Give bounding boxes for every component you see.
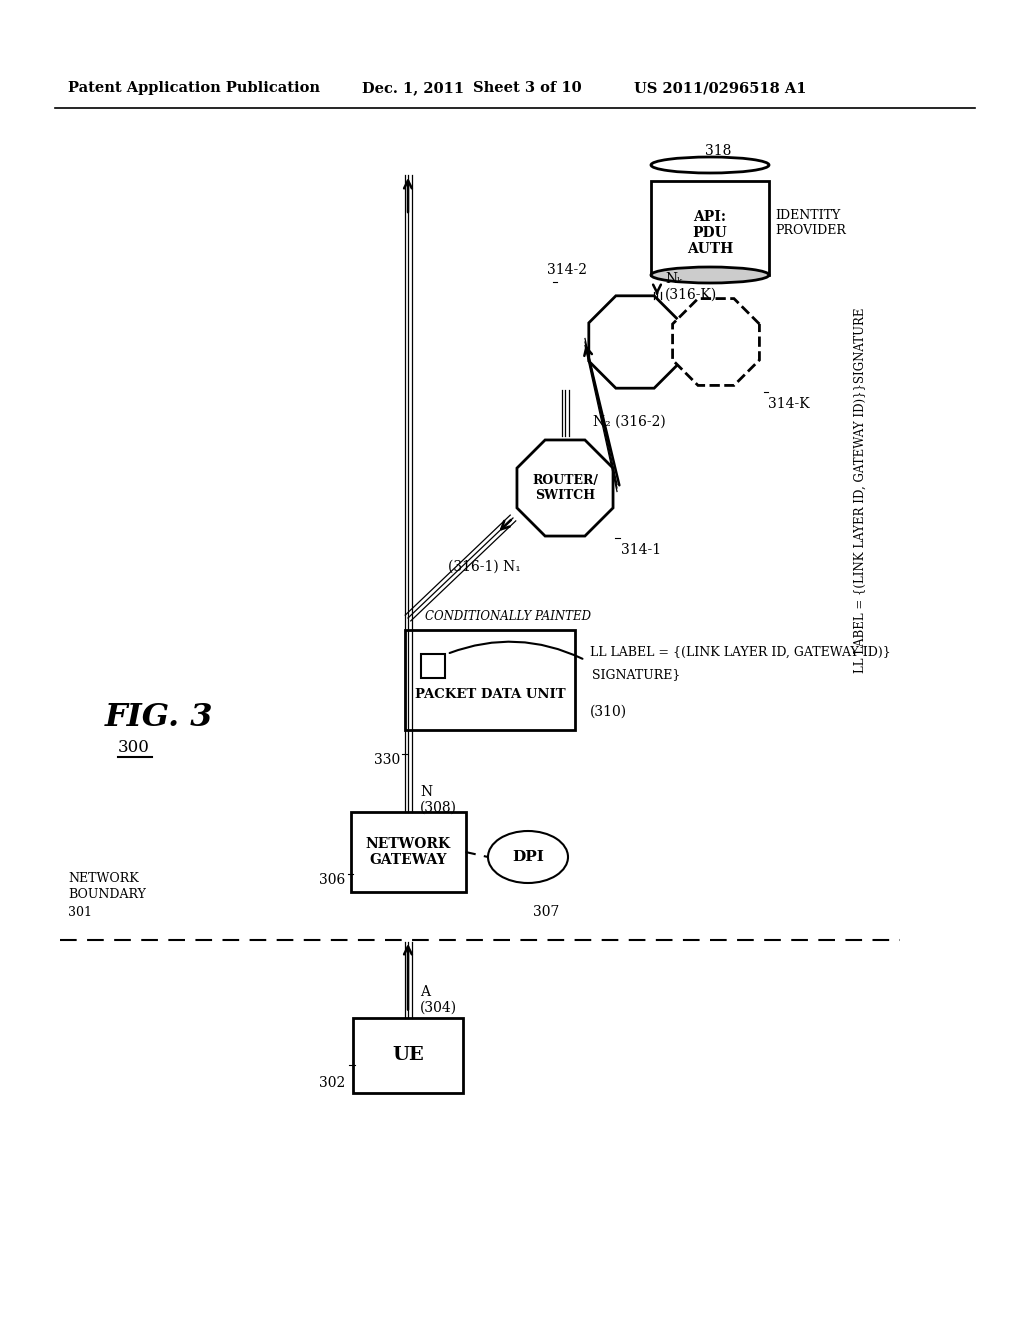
Text: FIG. 3: FIG. 3 — [105, 702, 213, 734]
Text: IDENTITY
PROVIDER: IDENTITY PROVIDER — [775, 209, 846, 238]
Polygon shape — [589, 296, 681, 388]
Text: Dec. 1, 2011: Dec. 1, 2011 — [362, 81, 464, 95]
Text: PACKET DATA UNIT: PACKET DATA UNIT — [415, 689, 565, 701]
Text: 314-K: 314-K — [768, 397, 810, 411]
Text: NETWORK
BOUNDARY
301: NETWORK BOUNDARY 301 — [68, 871, 145, 919]
Text: Sheet 3 of 10: Sheet 3 of 10 — [473, 81, 582, 95]
Ellipse shape — [651, 157, 769, 173]
Text: LL LABEL = {(LINK LAYER ID, GATEWAY ID)}: LL LABEL = {(LINK LAYER ID, GATEWAY ID)} — [590, 645, 891, 659]
Text: DPI: DPI — [512, 850, 544, 865]
FancyBboxPatch shape — [350, 812, 466, 892]
Text: UE: UE — [392, 1045, 424, 1064]
Polygon shape — [517, 440, 613, 536]
Ellipse shape — [488, 832, 568, 883]
Text: Nₖ
(316-K): Nₖ (316-K) — [665, 272, 717, 302]
Text: 302: 302 — [318, 1076, 345, 1090]
Text: LL LABEL = {(LINK LAYER ID, GATEWAY ID)}}SIGNATURE: LL LABEL = {(LINK LAYER ID, GATEWAY ID)}… — [853, 308, 866, 673]
Text: 300: 300 — [118, 739, 150, 756]
Text: Patent Application Publication: Patent Application Publication — [68, 81, 319, 95]
Text: ROUTER/
SWITCH: ROUTER/ SWITCH — [532, 474, 598, 502]
Text: (316-1) N₁: (316-1) N₁ — [449, 560, 521, 574]
Text: 314-1: 314-1 — [621, 543, 662, 557]
Text: N
(308): N (308) — [420, 785, 457, 814]
FancyBboxPatch shape — [353, 1018, 463, 1093]
Text: SIGNATURE}: SIGNATURE} — [592, 668, 680, 681]
Text: 306: 306 — [319, 873, 345, 887]
Polygon shape — [673, 298, 760, 385]
Text: (310): (310) — [590, 705, 627, 719]
Text: N₂ (316-2): N₂ (316-2) — [593, 414, 666, 429]
Text: API:
PDU
AUTH: API: PDU AUTH — [687, 210, 733, 256]
Text: 314-2: 314-2 — [547, 263, 587, 277]
Text: A
(304): A (304) — [420, 985, 457, 1015]
Text: 307: 307 — [534, 906, 559, 919]
Text: US 2011/0296518 A1: US 2011/0296518 A1 — [634, 81, 807, 95]
Bar — [421, 653, 445, 678]
Text: 330: 330 — [374, 752, 400, 767]
Text: CONDITIONALLY PAINTED: CONDITIONALLY PAINTED — [425, 610, 591, 623]
FancyBboxPatch shape — [406, 630, 575, 730]
Bar — [651, 181, 769, 275]
Ellipse shape — [651, 267, 769, 282]
Text: NETWORK
GATEWAY: NETWORK GATEWAY — [366, 837, 451, 867]
Text: 318: 318 — [705, 144, 731, 158]
